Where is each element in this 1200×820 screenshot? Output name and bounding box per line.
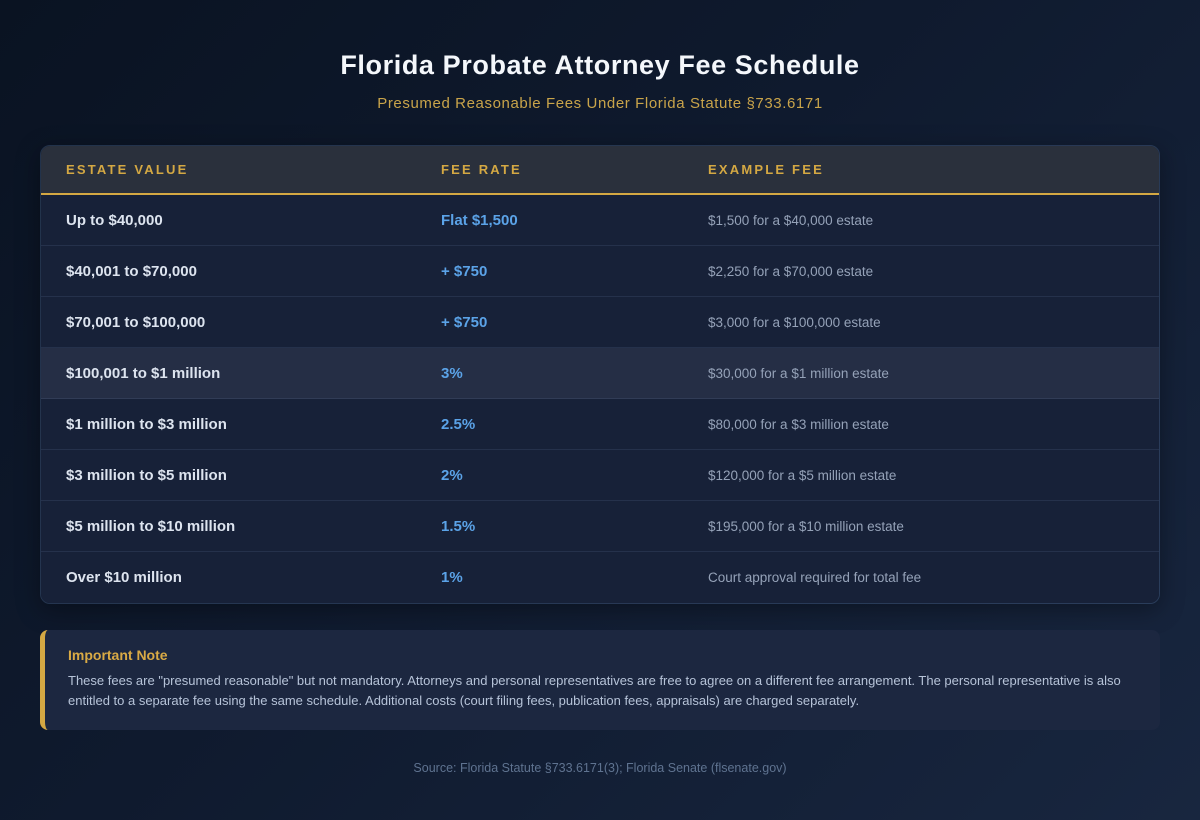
important-note-callout: Important Note These fees are "presumed … (40, 630, 1160, 731)
table-row: $40,001 to $70,000 + $750 $2,250 for a $… (41, 246, 1159, 297)
fee-rate-cell: 2% (441, 466, 463, 484)
estate-value-cell: $100,001 to $1 million (66, 364, 221, 382)
table-header-row: ESTATE VALUE FEE RATE EXAMPLE FEE (41, 146, 1159, 195)
estate-value-cell: $3 million to $5 million (66, 466, 227, 484)
table-row: $5 million to $10 million 1.5% $195,000 … (41, 501, 1159, 552)
source-attribution: Source: Florida Statute §733.6171(3); Fl… (413, 761, 787, 776)
estate-value-cell: Up to $40,000 (66, 211, 163, 229)
fee-rate-cell: + $750 (441, 262, 488, 280)
estate-value-cell: $40,001 to $70,000 (66, 262, 197, 280)
fee-rate-cell: 1% (441, 569, 463, 586)
note-body: These fees are "presumed reasonable" but… (68, 673, 1121, 709)
estate-value-cell: $1 million to $3 million (66, 415, 227, 433)
fee-rate-cell: 3% (441, 364, 463, 382)
example-fee-cell: $1,500 for a $40,000 estate (708, 212, 874, 228)
table-row: $3 million to $5 million 2% $120,000 for… (41, 450, 1159, 501)
page-header: Florida Probate Attorney Fee Schedule Pr… (0, 48, 1200, 112)
table-row-highlighted: $100,001 to $1 million 3% $30,000 for a … (41, 348, 1159, 399)
example-fee-cell: $3,000 for a $100,000 estate (708, 314, 881, 330)
table-row: Up to $40,000 Flat $1,500 $1,500 for a $… (41, 195, 1159, 246)
estate-value-cell: $70,001 to $100,000 (66, 313, 206, 331)
fee-schedule-table: ESTATE VALUE FEE RATE EXAMPLE FEE Up to … (40, 145, 1160, 604)
estate-value-cell: Over $10 million (66, 569, 182, 586)
column-header-example-fee: EXAMPLE FEE (708, 162, 824, 177)
table-row: Over $10 million 1% Court approval requi… (41, 552, 1159, 603)
column-header-estate-value: ESTATE VALUE (66, 162, 189, 177)
page-subtitle: Presumed Reasonable Fees Under Florida S… (377, 95, 823, 112)
example-fee-cell: $2,250 for a $70,000 estate (708, 263, 874, 279)
fee-rate-cell: + $750 (441, 313, 488, 331)
example-fee-cell: $80,000 for a $3 million estate (708, 416, 889, 432)
fee-rate-cell: 2.5% (441, 415, 476, 433)
example-fee-cell: $30,000 for a $1 million estate (708, 365, 889, 381)
note-title: Important Note (68, 647, 168, 663)
example-fee-cell: Court approval required for total fee (708, 570, 922, 585)
column-header-fee-rate: FEE RATE (441, 162, 522, 177)
fee-rate-cell: 1.5% (441, 517, 476, 535)
estate-value-cell: $5 million to $10 million (66, 517, 236, 535)
example-fee-cell: $195,000 for a $10 million estate (708, 518, 904, 534)
page-title: Florida Probate Attorney Fee Schedule (340, 50, 860, 80)
fee-rate-cell: Flat $1,500 (441, 211, 518, 229)
table-row: $70,001 to $100,000 + $750 $3,000 for a … (41, 297, 1159, 348)
table-row: $1 million to $3 million 2.5% $80,000 fo… (41, 399, 1159, 450)
example-fee-cell: $120,000 for a $5 million estate (708, 467, 897, 483)
